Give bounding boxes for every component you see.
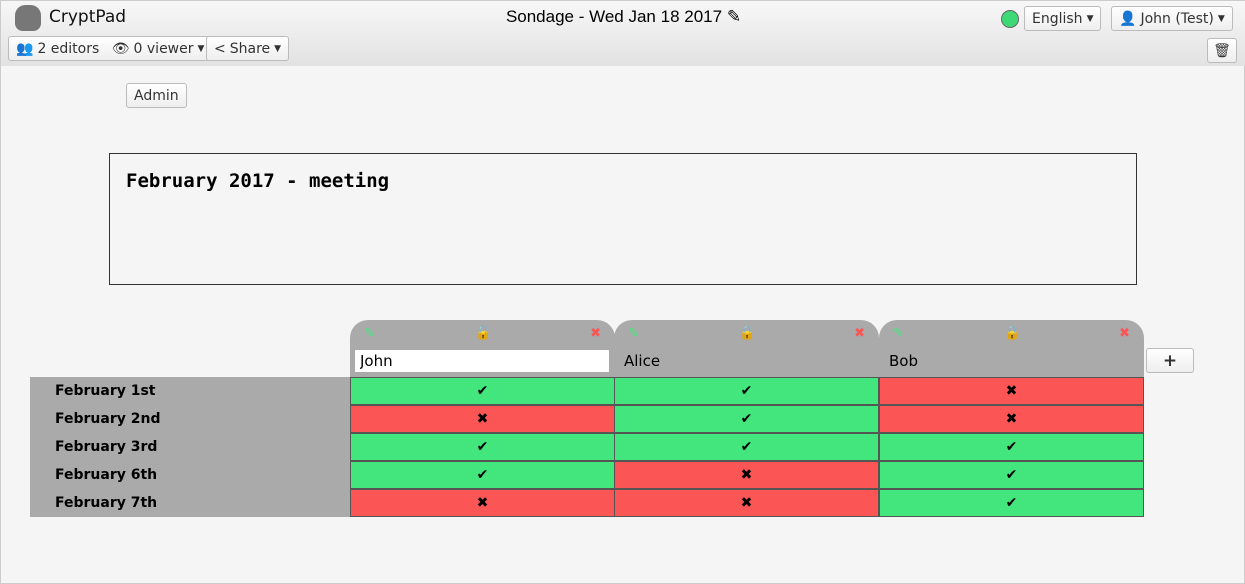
caret-down-icon: ▼ (274, 43, 282, 54)
table-row: February 1st ✔ ✔ ✖ (30, 377, 1144, 405)
cryptpad-logo-icon (15, 5, 41, 31)
check-icon: ✔ (1005, 467, 1018, 483)
row-label: February 2nd (30, 405, 350, 433)
check-icon: ✔ (476, 439, 489, 455)
column-name: Alice (624, 352, 661, 370)
vote-cell-yes[interactable]: ✔ (614, 377, 879, 405)
column-header: ✎ 🔒 ✖ Alice (614, 320, 879, 377)
pencil-icon[interactable]: ✎ (726, 7, 742, 26)
vote-cell-no[interactable]: ✖ (614, 461, 879, 489)
user-menu-button[interactable]: 👤 John (Test) ▼ (1111, 6, 1233, 31)
cross-icon: ✖ (476, 495, 489, 511)
cross-icon: ✖ (476, 411, 489, 427)
check-icon: ✔ (740, 439, 753, 455)
title-text: Sondage - Wed Jan 18 2017 (505, 7, 723, 26)
remove-column-icon[interactable]: ✖ (854, 326, 865, 341)
eye-icon: 👁 (111, 40, 130, 57)
edit-icon[interactable]: ✎ (893, 326, 904, 341)
share-label: Share (229, 40, 271, 57)
vote-cell-yes[interactable]: ✔ (879, 489, 1144, 517)
row-label: February 3rd (30, 433, 350, 461)
vote-cell-no[interactable]: ✖ (879, 377, 1144, 405)
users-icon: 👥 (16, 40, 34, 57)
lock-icon[interactable]: 🔒 (1004, 326, 1021, 341)
page-title[interactable]: Sondage - Wed Jan 18 2017 ✎ (1, 7, 1245, 27)
toolbar: CryptPad Sondage - Wed Jan 18 2017 ✎ 👥 2 … (1, 1, 1245, 66)
user-label: John (Test) (1140, 10, 1214, 27)
vote-cell-yes[interactable]: ✔ (350, 461, 615, 489)
app-name: CryptPad (49, 7, 127, 27)
description-editor[interactable]: February 2017 - meeting (109, 153, 1137, 285)
add-column-button[interactable]: + (1146, 348, 1194, 373)
vote-cell-yes[interactable]: ✔ (350, 433, 615, 461)
cross-icon: ✖ (740, 467, 753, 483)
admin-label: Admin (134, 87, 179, 104)
table-row: February 2nd ✖ ✔ ✖ (30, 405, 1144, 433)
table-row: February 6th ✔ ✖ ✔ (30, 461, 1144, 489)
check-icon: ✔ (1005, 439, 1018, 455)
vote-cell-yes[interactable]: ✔ (879, 433, 1144, 461)
remove-column-icon[interactable]: ✖ (590, 326, 601, 341)
share-icon: < (214, 40, 226, 57)
caret-down-icon: ▼ (1086, 13, 1094, 24)
users-button[interactable]: 👥 2 editors 👁 0 viewer ▼ (8, 36, 213, 61)
description-text: February 2017 - meeting (126, 170, 390, 192)
trash-button[interactable]: 🗑 (1207, 38, 1237, 63)
vote-cell-yes[interactable]: ✔ (350, 377, 615, 405)
user-icon: 👤 (1119, 10, 1137, 27)
check-icon: ✔ (740, 411, 753, 427)
share-button[interactable]: < Share ▼ (206, 36, 290, 61)
table-row: February 7th ✖ ✖ ✔ (30, 489, 1144, 517)
edit-icon[interactable]: ✎ (628, 326, 639, 341)
editors-count: 2 editors (37, 40, 100, 57)
viewers-count: 0 viewer (133, 40, 194, 57)
check-icon: ✔ (1005, 495, 1018, 511)
trash-icon: 🗑 (1213, 42, 1231, 59)
caret-down-icon: ▼ (197, 43, 205, 54)
plus-icon: + (1162, 350, 1178, 371)
edit-icon[interactable]: ✎ (364, 326, 375, 341)
vote-cell-no[interactable]: ✖ (350, 405, 615, 433)
column-name-input[interactable] (355, 350, 609, 372)
vote-cell-yes[interactable]: ✔ (879, 461, 1144, 489)
remove-column-icon[interactable]: ✖ (1119, 326, 1130, 341)
check-icon: ✔ (740, 383, 753, 399)
cross-icon: ✖ (740, 495, 753, 511)
check-icon: ✔ (476, 383, 489, 399)
vote-cell-yes[interactable]: ✔ (614, 405, 879, 433)
vote-cell-no[interactable]: ✖ (614, 489, 879, 517)
row-label: February 6th (30, 461, 350, 489)
cross-icon: ✖ (1005, 411, 1018, 427)
row-label: February 1st (30, 377, 350, 405)
language-label: English (1032, 10, 1083, 27)
column-header: ✎ 🔒 ✖ Bob (879, 320, 1144, 377)
lock-icon[interactable]: 🔒 (739, 326, 756, 341)
connection-status-indicator (1001, 10, 1019, 28)
check-icon: ✔ (476, 467, 489, 483)
column-header: ✎ 🔓 ✖ (350, 320, 615, 377)
column-name: Bob (889, 352, 918, 370)
language-select[interactable]: English ▼ (1024, 6, 1102, 31)
unlock-icon[interactable]: 🔓 (475, 326, 492, 341)
cross-icon: ✖ (1005, 383, 1018, 399)
caret-down-icon: ▼ (1217, 13, 1225, 24)
vote-cell-no[interactable]: ✖ (879, 405, 1144, 433)
admin-button[interactable]: Admin (126, 83, 187, 108)
vote-cell-yes[interactable]: ✔ (614, 433, 879, 461)
table-row: February 3rd ✔ ✔ ✔ (30, 433, 1144, 461)
vote-cell-no[interactable]: ✖ (350, 489, 615, 517)
row-label: February 7th (30, 489, 350, 517)
